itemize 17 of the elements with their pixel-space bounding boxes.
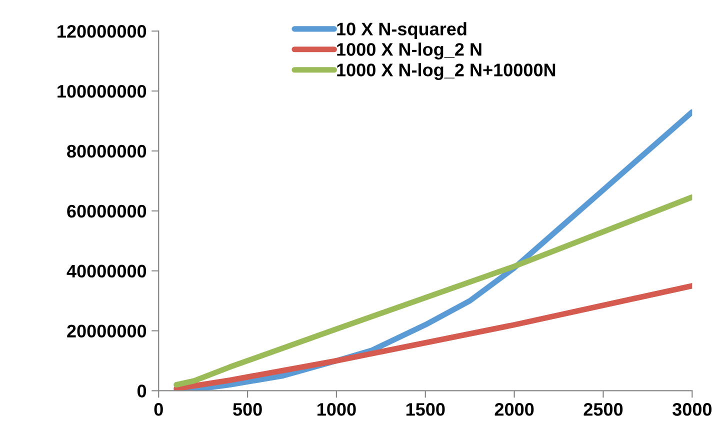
x-tick-label: 3000 (672, 403, 712, 416)
y-tick-label: 100000000 (58, 84, 146, 98)
x-tick-label: 500 (233, 403, 262, 416)
x-tick-label: 2000 (494, 403, 534, 416)
x-tick-label: 1000 (318, 403, 356, 416)
y-tick-label: 40000000 (66, 264, 146, 278)
legend-label: 1000 X N-log_2 N+10000N (337, 63, 556, 80)
legend-label: 1000 X N-log_2 N (337, 42, 482, 60)
x-tick-label: 0 (154, 403, 163, 416)
x-tick-label: 2500 (584, 403, 623, 416)
x-tick-label: 1500 (406, 403, 445, 416)
y-tick-label: 60000000 (67, 204, 146, 218)
y-tick-label: 80000000 (67, 144, 146, 158)
y-tick-label: 0 (137, 384, 146, 398)
y-tick-label: 120000000 (58, 25, 146, 38)
y-tick-label: 20000000 (67, 324, 146, 338)
legend-label: 10 X N-squared (337, 22, 466, 39)
